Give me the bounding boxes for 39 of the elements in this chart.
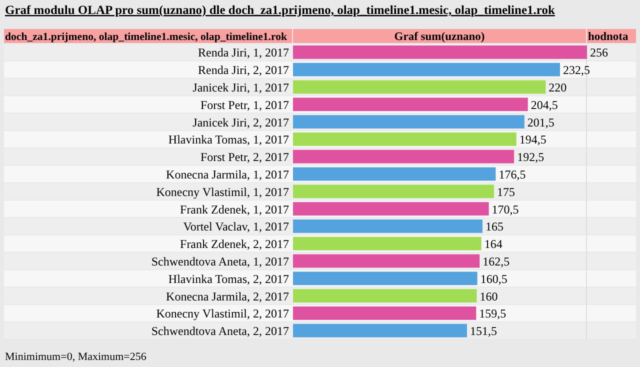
y-tick-label: Konecny Vlastimil, 2, 2017: [156, 306, 289, 321]
y-tick-label: Hlavinka Tomas, 2, 2017: [168, 272, 289, 286]
data-label: 220: [548, 80, 567, 94]
y-tick-label: Vortel Vaclav, 1, 2017: [183, 220, 289, 234]
y-tick-label: Hlavinka Tomas, 1, 2017: [168, 132, 289, 147]
y-tick-label: Konecna Jarmila, 1, 2017: [166, 168, 289, 182]
data-label: 160: [480, 289, 498, 304]
data-label: 201,5: [527, 115, 554, 130]
y-tick-label: Renda Jiri, 1, 2017: [198, 46, 289, 60]
chart-title: Graf modulu OLAP pro sum(uznano) dle doch_za1.prijmeno, olap_timeline1.mesic, olap_timeline1.rok: [5, 3, 555, 17]
data-label: 164: [484, 237, 502, 252]
data-label: 194,5: [519, 132, 546, 147]
y-tick-label: Frank Zdenek, 2, 2017: [180, 237, 289, 252]
data-label: 160,5: [480, 272, 508, 286]
y-tick-label: Forst Petr, 2, 2017: [200, 150, 289, 164]
data-label: 256: [590, 46, 608, 60]
y-tick-label: Forst Petr, 1, 2017: [200, 98, 289, 112]
data-label: 204,5: [530, 98, 558, 112]
data-label: 192,5: [517, 150, 544, 164]
y-tick-label: Schwendtova Aneta, 2, 2017: [151, 324, 289, 338]
y-tick-label: Janicek Jiri, 1, 2017: [192, 80, 289, 94]
data-label: 162,5: [482, 254, 510, 268]
y-tick-label: Schwendtova Aneta, 1, 2017: [151, 254, 289, 268]
text: Minimimum=0, Maximum=256: [5, 351, 147, 363]
data-label: 176,5: [498, 168, 526, 182]
y-tick-label: Konecna Jarmila, 2, 2017: [166, 289, 289, 304]
text: hodnota: [588, 31, 629, 43]
data-label: 151,5: [470, 324, 497, 338]
y-tick-label: Renda Jiri, 2, 2017: [198, 63, 289, 78]
y-tick-label: Frank Zdenek, 1, 2017: [180, 202, 289, 216]
y-tick-label: Konecny Vlastimil, 1, 2017: [156, 184, 289, 199]
y-tick-label: Janicek Jiri, 2, 2017: [192, 115, 289, 130]
data-label: 170,5: [492, 202, 519, 216]
y-axis-title: doch_za1.prijmeno, olap_timeline1.mesic, olap_timeline1.rok: [5, 31, 287, 43]
data-label: 165: [485, 220, 504, 234]
data-label: 159,5: [479, 306, 506, 321]
x-axis-title: Graf sum(uznano): [394, 31, 485, 43]
data-label: 232,5: [563, 63, 590, 78]
data-label: 175: [496, 184, 515, 199]
